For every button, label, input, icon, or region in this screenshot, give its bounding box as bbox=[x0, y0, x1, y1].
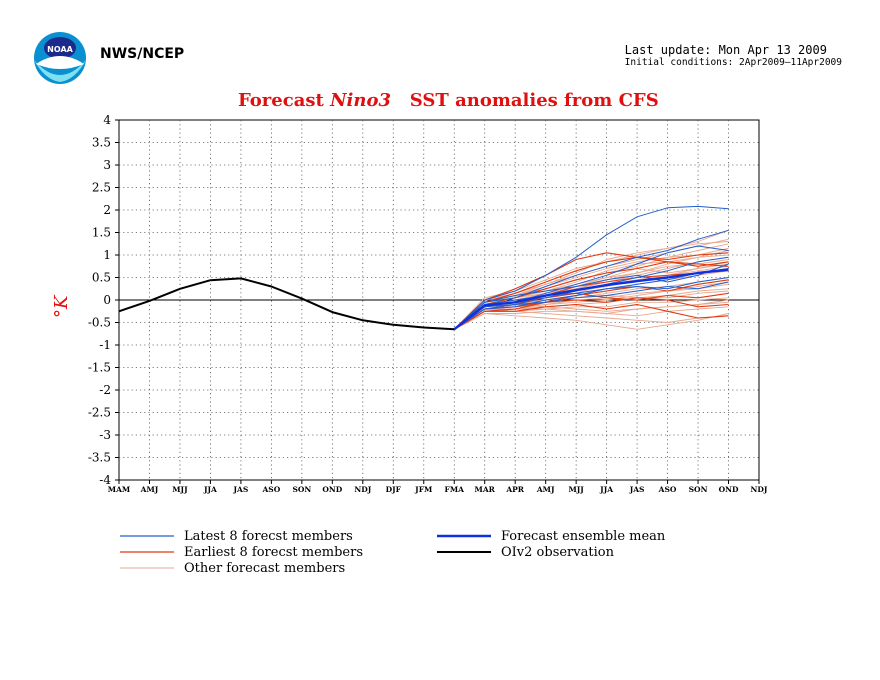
y-tick-label: -1.5 bbox=[88, 361, 111, 375]
x-tick-label: APR bbox=[505, 485, 524, 494]
ensemble-mean-line bbox=[453, 268, 729, 331]
observation-line bbox=[118, 277, 455, 331]
latest-member-line bbox=[453, 277, 729, 330]
legend-label-observation: OIv2 observation bbox=[501, 545, 615, 560]
x-tick-label: JJA bbox=[599, 485, 613, 494]
x-tick-label: DJF bbox=[386, 485, 402, 494]
earliest-member-line bbox=[453, 261, 729, 330]
y-tick-label: 1.5 bbox=[92, 226, 111, 240]
y-tick-label: 4 bbox=[103, 113, 111, 127]
y-tick-label: -4 bbox=[99, 473, 111, 487]
x-tick-label: MJJ bbox=[172, 485, 188, 494]
y-axis-label: °K bbox=[51, 294, 72, 318]
x-tick-label: SON bbox=[689, 485, 708, 494]
latest-member-line bbox=[453, 229, 729, 330]
latest-member-line bbox=[453, 205, 729, 330]
y-tick-label: 0 bbox=[103, 293, 111, 307]
x-tick-label: NDJ bbox=[354, 485, 371, 494]
earliest-member-line bbox=[453, 252, 729, 330]
x-tick-label: AMJ bbox=[536, 485, 555, 494]
x-tick-label: MAM bbox=[108, 485, 130, 494]
earliest-member-line bbox=[453, 303, 729, 330]
agency-label: NWS/NCEP bbox=[100, 46, 185, 62]
chart-title: Forecast Nino3 SST anomalies from CFS bbox=[238, 90, 659, 111]
x-tick-label: ASO bbox=[658, 485, 677, 494]
y-tick-label: -3.5 bbox=[88, 451, 111, 465]
x-tick-label: ASO bbox=[261, 485, 280, 494]
initial-conditions-text: Initial conditions: 2Apr2009–11Apr2009 bbox=[624, 57, 842, 68]
title-prefix: Forecast bbox=[238, 90, 331, 111]
legend-label-mean: Forecast ensemble mean bbox=[501, 529, 666, 544]
y-tick-label: 3.5 bbox=[92, 136, 111, 150]
y-tick-label: -0.5 bbox=[88, 316, 111, 330]
y-tick-label: -2.5 bbox=[88, 406, 111, 420]
earliest-member-line bbox=[453, 252, 729, 330]
other-member-line bbox=[453, 313, 729, 330]
latest-member-line bbox=[453, 281, 729, 330]
x-tick-label: MAR bbox=[475, 485, 496, 494]
y-tick-label: 1 bbox=[103, 248, 111, 262]
other-member-line bbox=[453, 306, 729, 330]
y-tick-label: -2 bbox=[99, 383, 111, 397]
noaa-logo: NOAA bbox=[34, 32, 86, 84]
x-tick-label: JFM bbox=[414, 485, 432, 494]
y-tick-label: 2.5 bbox=[92, 181, 111, 195]
y-tick-label: 2 bbox=[103, 203, 111, 217]
x-tick-label: AMJ bbox=[140, 485, 159, 494]
y-tick-label: 3 bbox=[103, 158, 111, 172]
x-tick-label: JAS bbox=[233, 485, 249, 494]
update-info: Last update: Mon Apr 13 2009 Initial con… bbox=[625, 44, 842, 69]
x-tick-label: SON bbox=[292, 485, 311, 494]
x-tick-label: JJA bbox=[203, 485, 217, 494]
legend-label-earliest: Earliest 8 forecst members bbox=[184, 545, 363, 560]
latest-member-line bbox=[453, 263, 729, 330]
x-tick-label: FMA bbox=[445, 485, 465, 494]
y-tick-label: -3 bbox=[99, 428, 111, 442]
x-tick-label: JAS bbox=[629, 485, 645, 494]
legend-label-latest: Latest 8 forecst members bbox=[184, 529, 353, 544]
y-tick-label: 0.5 bbox=[92, 271, 111, 285]
svg-text:NOAA: NOAA bbox=[47, 45, 73, 54]
x-tick-label: MJJ bbox=[568, 485, 584, 494]
x-tick-label: NDJ bbox=[751, 485, 768, 494]
last-update-text: Last update: Mon Apr 13 2009 bbox=[624, 43, 827, 57]
title-suffix: SST anomalies from CFS bbox=[391, 90, 659, 111]
y-tick-label: -1 bbox=[99, 338, 111, 352]
legend-label-other: Other forecast members bbox=[184, 561, 345, 576]
x-tick-label: OND bbox=[719, 485, 739, 494]
x-tick-label: OND bbox=[322, 485, 342, 494]
title-region: Nino3 bbox=[330, 90, 391, 111]
